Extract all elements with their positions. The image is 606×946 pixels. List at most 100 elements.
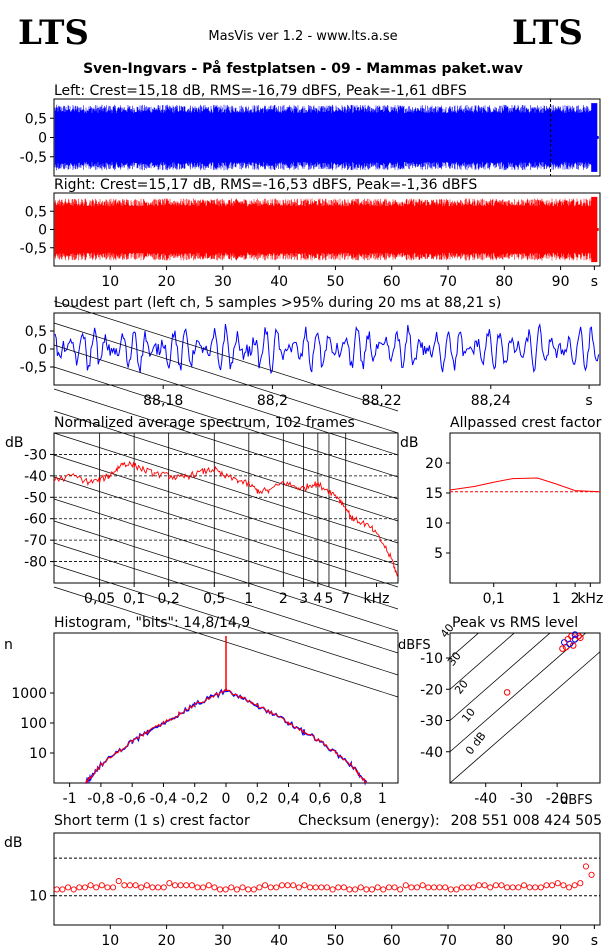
histogram-ylabel: n [4,637,13,653]
short_crest-point [537,884,544,891]
short_crest-point [256,884,263,891]
short_crest-point [515,884,522,891]
header: LTS LTS MasVis ver 1.2 - www.lts.a.se Sv… [18,13,583,77]
short_crest-point [504,884,511,891]
loudest-plot: 0,50-0,588,18 88,2 88,22 88,24 s [20,312,601,409]
short_crest-point [385,884,392,891]
peak_rms-point [503,689,511,696]
logo-left: LTS [18,13,89,53]
short_crest-point [171,882,179,889]
track-title: Sven-Ingvars - På festplatsen - 09 - Mam… [83,60,523,77]
short_crest-point [59,886,66,893]
histogram-xtick-label: -0,2 [181,791,208,807]
spectrum-ytick-label: -60 [24,512,47,528]
short_crest-point [138,884,145,891]
left_wave-series [54,103,599,172]
app-name: MasVis ver 1.2 - www.lts.a.se [208,29,397,44]
left-wave-title: Left: Crest=15,18 dB, RMS=-16,79 dBFS, P… [54,83,467,99]
right_wave-xtick-label: 70 [439,274,457,290]
short_crest-point [329,886,336,893]
right-wave-title: Right: Crest=15,17 dB, RMS=-16,53 dBFS, … [54,177,477,193]
short_crest-point [380,886,387,893]
short_crest-point [76,884,83,891]
histogram-xtick-label: 0,8 [340,791,362,807]
allpass-ylabel: dB [400,435,419,451]
peak_rms-ytick-label: -20 [420,682,443,698]
spectrum-ytick-label: -50 [24,490,47,506]
left_wave-ytick-label: 0 [38,131,47,147]
short_crest-point [149,884,156,891]
histogram-xtick-label: 1 [378,791,387,807]
logo-right: LTS [512,13,583,53]
spectrum-slope-line [53,542,399,654]
peak_rms-xtick-label: -20 [546,791,569,807]
histogram-xtick-label: -0,6 [119,791,146,807]
short_crest-point [284,882,291,889]
short_crest-point [217,886,224,893]
short_crest-point [110,884,117,891]
short_crest-point [357,884,364,891]
spectrum-frame [53,432,399,584]
spectrum-xtick-label: 0,2 [158,591,180,607]
short_crest-point [222,886,229,893]
allpass-xtick-label: kHz [577,591,603,607]
peak_rms-point [568,632,575,640]
right_wave-xtick-label: 90 [552,274,570,290]
allpass-ytick-label: 10 [425,516,443,532]
short_crest-point [464,884,471,891]
left_wave-ytick-label: -0,5 [20,150,47,166]
spectrum-ytick-label: -70 [24,533,47,549]
short_crest-point [290,882,297,889]
short_crest-xtick-label: s [591,933,598,946]
short_crest-xtick-label: 20 [158,933,176,946]
right_wave-plot: 0,5 0 -0,5 10 20 30 40 50 60 70 80 90 s [20,192,601,290]
histogram-title: Histogram, "bits": 14,8/14,9 [54,615,250,631]
allpass-xtick-label: 0,1 [483,591,505,607]
peak_rms-point [577,634,584,641]
loudest-xtick-label: 88,24 [471,393,511,409]
spectrum-xtick-label: 3 [299,591,308,607]
short_crest-point [402,882,409,889]
short_crest-point [53,886,60,893]
short_crest-point [126,882,134,889]
peak_rms-ytick-label: -40 [420,745,443,761]
short_crest-point [295,884,302,891]
right_wave-xtick-label: 80 [495,274,513,290]
short_crest-point [250,886,257,893]
short_crest-point [335,884,342,891]
allpass-ytick-label: 20 [425,456,443,472]
short_crest-point [273,884,280,891]
peak-rms-title: Peak vs RMS level [452,615,578,631]
short_crest-point [436,884,443,891]
right_wave-xtick-label: 20 [158,274,176,290]
short_crest-point [312,884,319,891]
short_crest-point [239,884,246,891]
short_crest-point [526,884,533,891]
allpass-frame [449,432,601,584]
spectrum-ytick-label: -30 [24,447,47,463]
spectrum-slope-line [53,476,399,588]
short_crest-point [301,882,308,889]
loudest-ytick-label: -0,5 [20,360,47,376]
short_crest-xtick-label: 60 [383,933,401,946]
short_crest-point [470,884,477,891]
short_crest-point [245,886,252,893]
short_crest-point [363,886,370,893]
spectrum-xtick-label: 1 [244,591,253,607]
short_crest-point [554,880,561,887]
short_crest-point [425,884,432,891]
short_crest-point [481,882,488,889]
histogram-xtick-label: -1 [63,791,77,807]
spectrum-ytick-label: -40 [24,469,47,485]
peak_rms-diagonal-line [450,633,515,690]
short_crest-point [132,882,139,889]
histogram-ytick-label: 10 [29,746,47,762]
spectrum-title: Normalized average spectrum, 102 frames [54,415,355,431]
histogram-xtick-label: -0,8 [87,791,114,807]
short_crest-point [588,871,595,878]
short_crest-point [520,882,528,889]
short_crest-point [183,882,190,889]
short_crest-point [205,882,212,889]
short_crest-xtick-label: 80 [495,933,513,946]
